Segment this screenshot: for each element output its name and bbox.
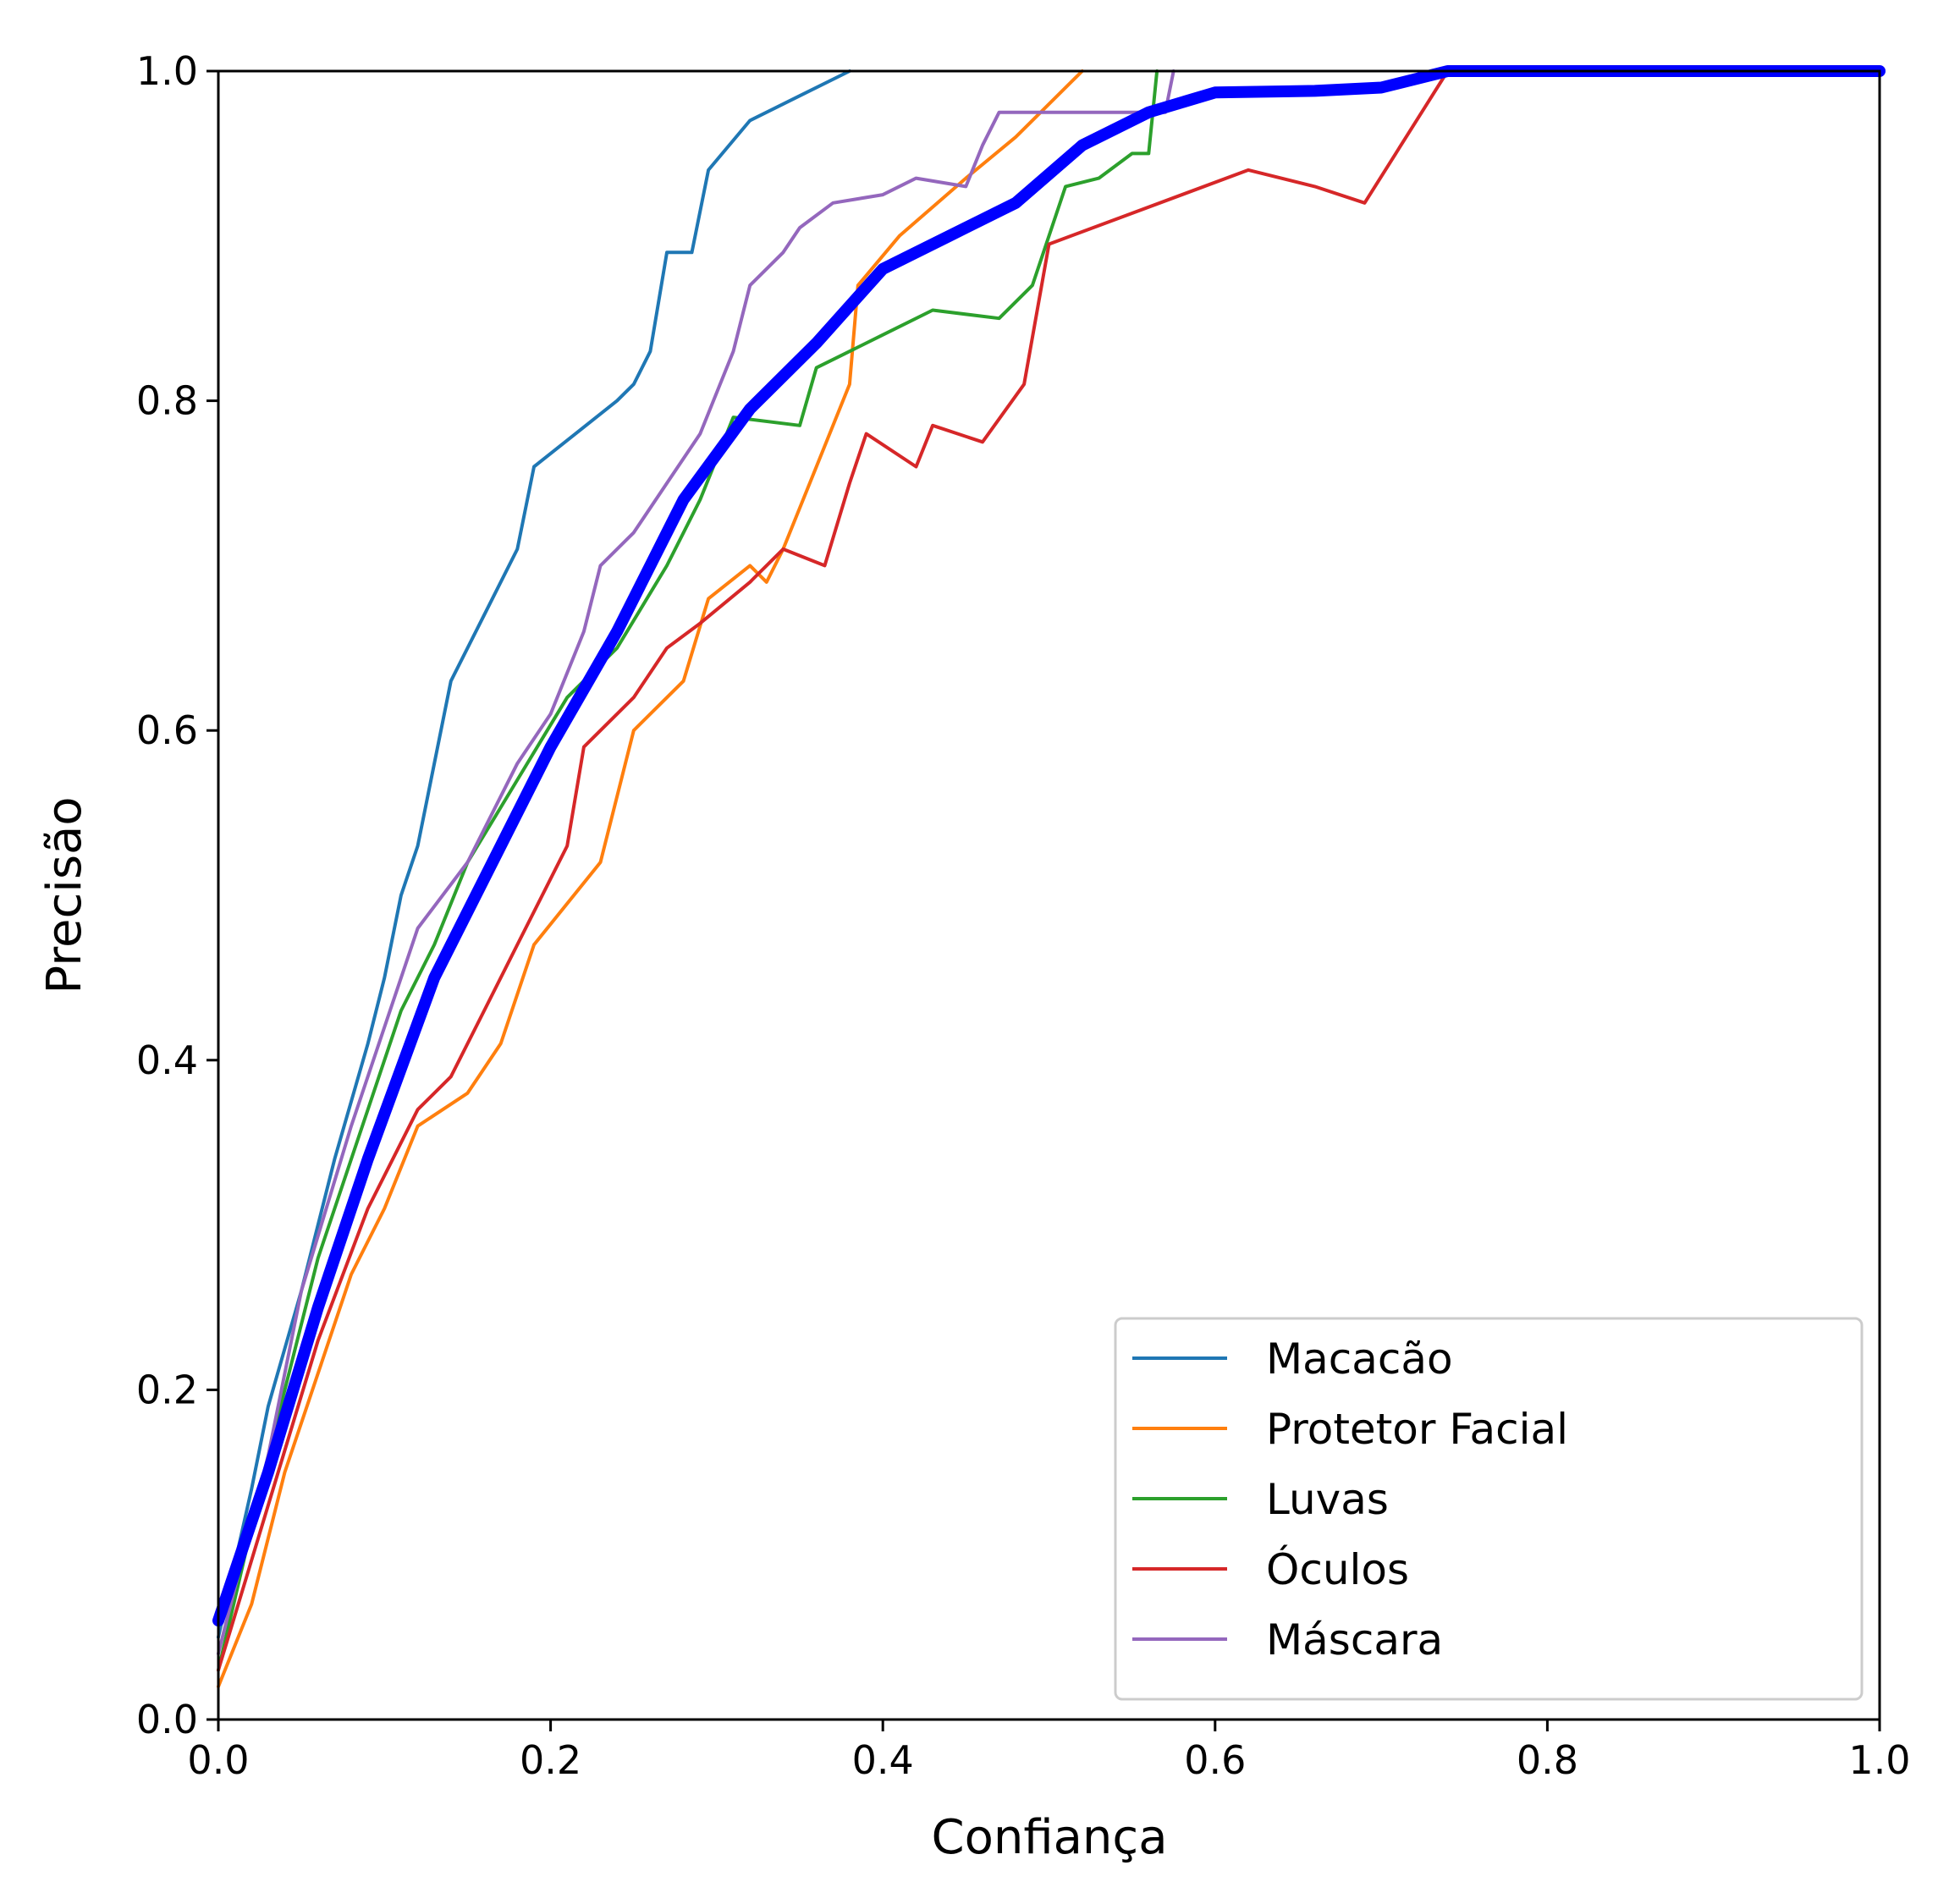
series-line-mascara [217, 69, 1175, 1656]
series-line-macacao [217, 69, 851, 1639]
x-tick-label: 1.0 [1848, 1737, 1910, 1783]
plot-lines [212, 65, 1886, 1688]
series-line-mean-curve [212, 65, 1886, 1627]
legend-box [1114, 1317, 1864, 1701]
y-tick-label: 0.2 [136, 1367, 198, 1412]
series-line-luvas [217, 69, 1159, 1672]
legend-label-protetor-facial: Protetor Facial [1266, 1405, 1568, 1454]
axis-ticks: 0.0 0.2 0.4 0.6 0.8 1.0 0.0 0.2 0.4 0.6 0.8 1.0 [136, 48, 1911, 1783]
x-tick-label: 0.2 [520, 1737, 581, 1783]
y-tick-label: 0.8 [136, 378, 198, 424]
legend: Macacão Protetor Facial Luvas Óculos Máscara [1114, 1317, 1864, 1701]
series-line-protetor-facial [217, 69, 1084, 1688]
y-axis-label: Precisão [37, 796, 92, 993]
y-tick-label: 0.6 [136, 707, 198, 753]
x-tick-label: 0.0 [187, 1737, 249, 1783]
x-axis-label: Confiança [931, 1810, 1167, 1865]
legend-label-mascara: Máscara [1266, 1615, 1443, 1665]
x-tick-label: 0.6 [1184, 1737, 1246, 1783]
legend-label-macacao: Macacão [1266, 1334, 1453, 1384]
series-line-oculos [217, 69, 1881, 1672]
x-tick-label: 0.8 [1517, 1737, 1578, 1783]
legend-label-oculos: Óculos [1266, 1544, 1409, 1594]
y-tick-label: 1.0 [136, 48, 198, 94]
y-tick-label: 0.4 [136, 1037, 198, 1083]
y-tick-label: 0.0 [136, 1697, 198, 1742]
legend-label-luvas: Luvas [1266, 1475, 1389, 1524]
plot-frame [217, 69, 1881, 1721]
x-tick-label: 0.4 [852, 1737, 914, 1783]
